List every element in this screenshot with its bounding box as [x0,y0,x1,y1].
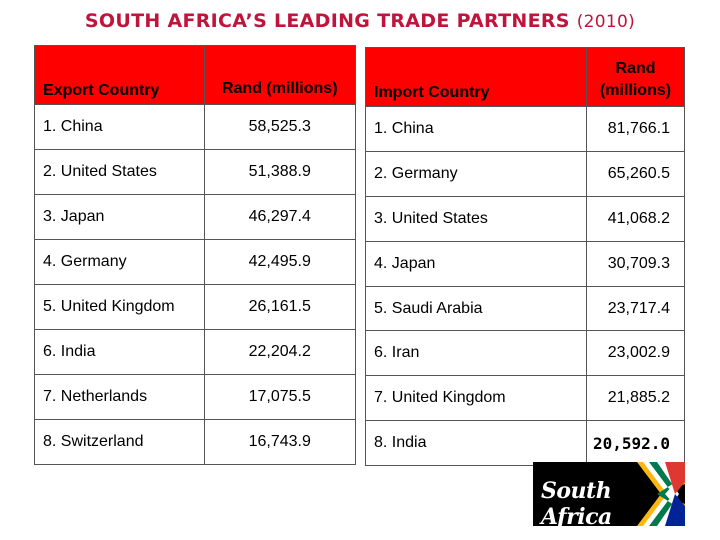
table-row: 1. China 58,525.3 [34,104,357,150]
table-row: 3. United States 41,068.2 [364,195,685,242]
table-row: 4. Germany 42,495.9 [34,239,357,285]
table-row: 8. Switzerland 16,743.9 [34,419,357,465]
export-value-cell: 26,161.5 [203,284,357,330]
table-row: 2. Germany 65,260.5 [364,150,685,197]
import-table-header: Import Country Rand (millions) [364,47,685,107]
import-value-cell: 81,766.1 [586,106,685,152]
import-value-cell: 23,717.4 [586,285,685,332]
import-country-header: Import Country [364,47,588,107]
export-country-cell: 5. United Kingdom [34,284,205,330]
import-country-cell: 4. Japan [364,240,588,287]
table-row: 6. Iran 23,002.9 [364,330,685,377]
import-country-cell: 2. Germany [364,150,588,197]
import-country-cell: 1. China [364,106,588,152]
logo-text: South Africa [541,478,612,526]
export-value-cell: 42,495.9 [203,239,357,285]
import-country-cell: 8. India [364,420,588,467]
export-rand-header: Rand (millions) [203,45,357,105]
export-country-cell: 8. Switzerland [34,419,205,465]
table-row: 6. India 22,204.2 [34,329,357,375]
export-value-cell: 16,743.9 [203,419,357,465]
import-value-cell: 23,002.9 [586,330,685,377]
import-country-cell: 3. United States [364,195,588,242]
import-value-cell: 30,709.3 [586,240,685,287]
import-value-cell: 41,068.2 [586,195,685,242]
title-main: SOUTH AFRICA’S LEADING TRADE PARTNERS [84,10,570,32]
table-row: 4. Japan 30,709.3 [364,240,685,287]
import-value-cell: 65,260.5 [586,150,685,197]
export-value-cell: 58,525.3 [203,104,357,150]
import-value-cell: 21,885.2 [586,375,685,422]
import-rand-header: Rand (millions) [586,47,685,107]
export-country-cell: 7. Netherlands [34,374,205,420]
export-country-cell: 3. Japan [34,194,205,240]
page-title: SOUTH AFRICA’S LEADING TRADE PARTNERS (2… [0,10,720,32]
export-table: Export Country Rand (millions) 1. China … [34,45,357,465]
table-row: 7. Netherlands 17,075.5 [34,374,357,420]
flag-stripes-graphic [533,462,685,526]
title-year: (2010) [576,12,636,32]
export-value-cell: 17,075.5 [203,374,357,420]
export-value-cell: 46,297.4 [203,194,357,240]
table-row: 7. United Kingdom 21,885.2 [364,375,685,422]
import-country-cell: 5. Saudi Arabia [364,285,588,332]
export-country-cell: 6. India [34,329,205,375]
export-country-cell: 4. Germany [34,239,205,285]
export-value-cell: 51,388.9 [203,149,357,195]
export-country-header: Export Country [34,45,205,105]
table-row: 1. China 81,766.1 [364,106,685,152]
export-table-header: Export Country Rand (millions) [34,45,357,105]
south-africa-logo: South Africa [533,462,685,526]
export-country-cell: 2. United States [34,149,205,195]
table-row: 2. United States 51,388.9 [34,149,357,195]
table-row: 3. Japan 46,297.4 [34,194,357,240]
import-table: Import Country Rand (millions) 1. China … [364,47,685,467]
import-country-cell: 7. United Kingdom [364,375,588,422]
export-country-cell: 1. China [34,104,205,150]
import-value-cell: 20,592.0 [586,420,685,467]
import-country-cell: 6. Iran [364,330,588,377]
table-row: 5. United Kingdom 26,161.5 [34,284,357,330]
table-row: 5. Saudi Arabia 23,717.4 [364,285,685,332]
table-row: 8. India 20,592.0 [364,420,685,467]
export-value-cell: 22,204.2 [203,329,357,375]
